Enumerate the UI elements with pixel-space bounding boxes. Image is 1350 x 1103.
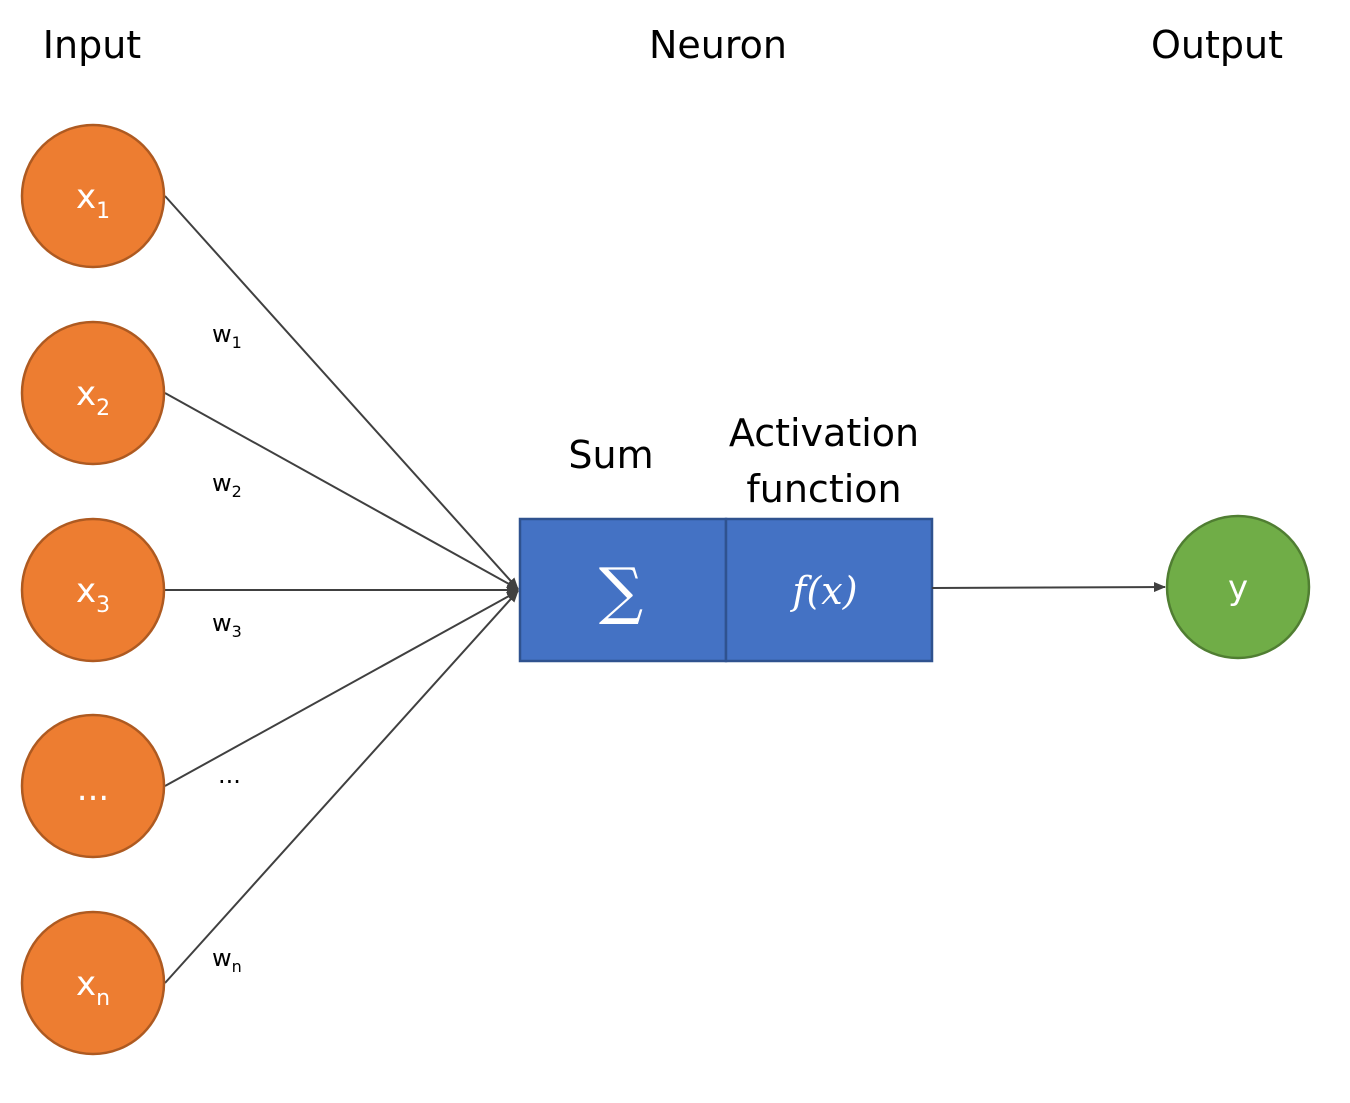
input-node-1: x1 [20, 123, 166, 269]
input-node-label: ... [77, 769, 109, 809]
sigma-symbol: ∑ [599, 554, 643, 627]
input-node-circle [20, 320, 166, 466]
sum-box: ∑ [518, 517, 728, 663]
activation-label-line1: Activation [729, 411, 919, 455]
input-node-label: xn [76, 964, 110, 1011]
input-node-label: x3 [76, 571, 110, 618]
input-node-ellipsis: ... [20, 713, 166, 859]
input-node-circle [20, 517, 166, 663]
input-node-circle [20, 910, 166, 1056]
input-node-circle [20, 123, 166, 269]
edge-input-1 [164, 195, 519, 590]
output-node-circle [1165, 514, 1311, 660]
edge-input-n [164, 590, 519, 984]
activation-label-line2: function [746, 467, 901, 511]
weight-label-n: wn [212, 944, 242, 976]
neuron-heading: Neuron [649, 23, 787, 67]
weight-label-1: w1 [212, 320, 242, 352]
sum-box-rect [518, 517, 728, 663]
input-node-label: x2 [76, 374, 110, 421]
weight-label-ellipsis: ... [218, 761, 241, 789]
input-edges [164, 195, 519, 984]
input-node-3: x3 [20, 517, 166, 663]
activation-box: f(x) [724, 517, 934, 663]
output-node: y [1165, 514, 1311, 660]
edge-input-2 [164, 392, 519, 590]
input-node-label: x1 [76, 177, 110, 224]
output-heading: Output [1151, 23, 1283, 67]
input-node-circle [20, 713, 166, 859]
weight-label-3: w3 [212, 609, 242, 641]
activation-function-symbol: f(x) [789, 569, 857, 613]
edge-input-4 [164, 590, 519, 787]
input-node-2: x2 [20, 320, 166, 466]
activation-box-rect [724, 517, 934, 663]
input-heading: Input [43, 23, 141, 67]
output-node-label: y [1228, 568, 1248, 608]
input-node-n: xn [20, 910, 166, 1056]
sum-label: Sum [568, 433, 653, 477]
weight-label-2: w2 [212, 469, 242, 501]
edge-output [931, 582, 1166, 593]
